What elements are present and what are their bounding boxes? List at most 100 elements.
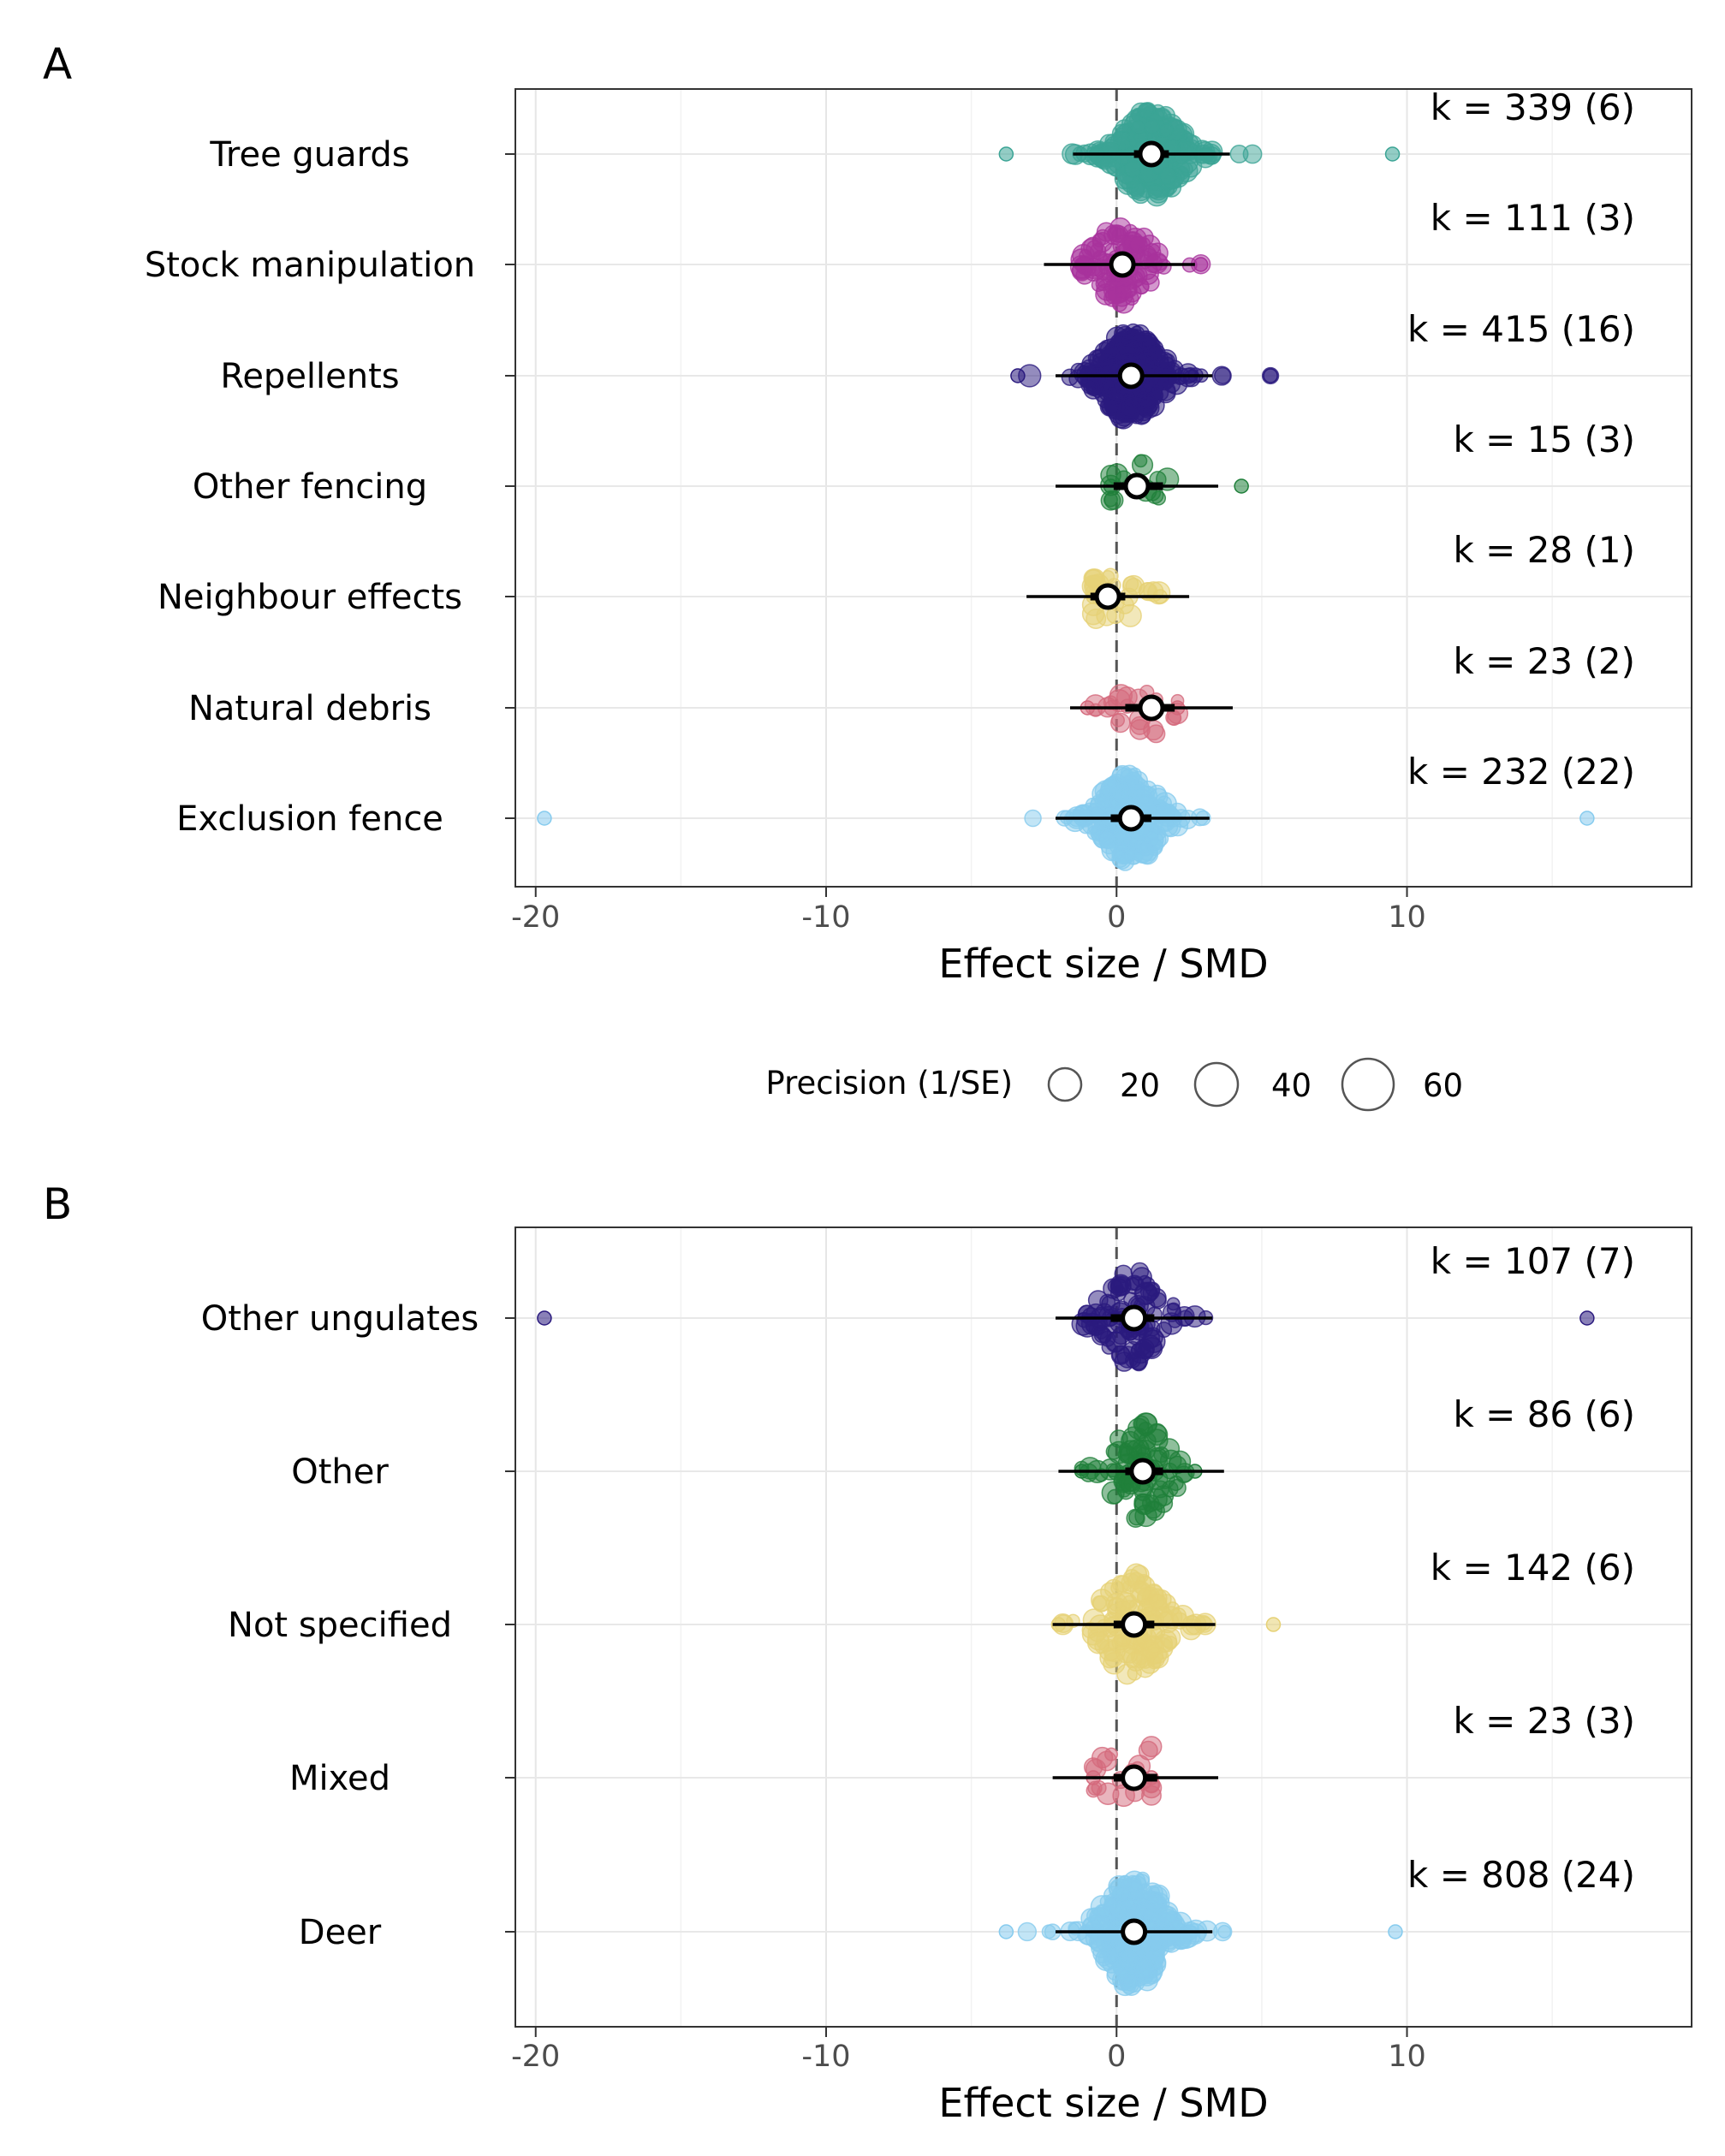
panel-a-effect-point [1103, 342, 1121, 359]
panel-a-effect-point [1101, 139, 1120, 157]
legend-circle-60 [1341, 1057, 1395, 1112]
panel-b-effect-point [1388, 1924, 1403, 1939]
panel-b-category-label: Deer [299, 1913, 382, 1952]
panel-a-category-label: Repellents [220, 357, 399, 396]
panel-b-effect-point [1136, 1883, 1153, 1899]
panel-a-k-label: k = 415 (16) [1407, 308, 1635, 350]
panel-a-effect-point [1109, 684, 1133, 708]
panel-a-estimate-point [1138, 140, 1165, 168]
legend-title: Precision (1/SE) [765, 1065, 1013, 1102]
panel-b-effect-point [1091, 1746, 1114, 1769]
panel-b-k-label: k = 808 (24) [1407, 1854, 1635, 1896]
panel-b-category-mixed [1052, 1736, 1219, 1808]
panel-b-effect-point [1160, 1312, 1183, 1335]
legend-label-40: 40 [1271, 1067, 1312, 1104]
panel-b-effect-point [1148, 1935, 1163, 1951]
panel-a-axis: Tree guards k = 339 (6) Stock manipulation… [145, 86, 1635, 935]
panel-b-effect-point [1115, 1886, 1131, 1902]
panel-a-effect-point [1118, 336, 1138, 356]
panel-a-plot-border [515, 88, 1692, 888]
panel-a-effect-point [1137, 102, 1154, 119]
panel-b-effect-point [1116, 1345, 1139, 1369]
panel-a-effect-point [1384, 146, 1401, 162]
panel-a-effect-point [1128, 235, 1148, 254]
panel-a-effect-point [1146, 724, 1166, 744]
panel-b-effect-point [1102, 1622, 1118, 1638]
panel-a-effect-point [1242, 144, 1263, 164]
panel-b-label: B [43, 1179, 72, 1229]
panel-a-effect-point [1234, 478, 1249, 494]
panel-a: A Tree guards k = 339 (6) Stock manipulati… [43, 39, 1692, 987]
panel-a-category-other-fencing [1056, 454, 1249, 511]
panel-b-estimate-point [1121, 1918, 1148, 1945]
panel-a-x-tick-label: 0 [1107, 900, 1126, 935]
panel-b-estimate-point [1129, 1458, 1157, 1485]
panel-a-effect-point [1110, 713, 1126, 728]
panel-b-category-not-specified [1050, 1563, 1282, 1685]
panel-a-effect-point [1010, 368, 1026, 383]
panel-a-effect-point [1024, 809, 1042, 828]
panel-a-effect-point [1124, 290, 1139, 306]
legend-circle-40 [1193, 1061, 1240, 1108]
panel-a-x-tick-label: -20 [511, 900, 560, 935]
panel-a-category-label: Natural debris [188, 689, 431, 728]
panel-b-effect-point [1146, 1287, 1167, 1308]
panel-b-plot-border [515, 1226, 1692, 2028]
panel-a-effect-point [1128, 782, 1144, 799]
panel-b-effect-point [1126, 1508, 1145, 1528]
panel-a-estimate-point [1138, 694, 1165, 722]
panel-a-estimate-point [1109, 251, 1136, 278]
panel-a-x-tick-label: -10 [801, 900, 850, 935]
panel-b-category-deer [998, 1870, 1403, 1997]
panel-a-effect-point [1121, 396, 1141, 417]
panel-b-effect-point [1265, 1617, 1282, 1632]
panel-b-effect-point [1109, 1901, 1128, 1921]
panel-b-estimate-point [1121, 1304, 1148, 1332]
panel-b-k-label: k = 23 (3) [1453, 1700, 1635, 1742]
panel-b-category-other [1058, 1412, 1224, 1528]
panel-a-category-label: Tree guards [209, 135, 409, 175]
panel-a-category-stock-manipulation [1044, 217, 1211, 314]
panel-b-effect-point [1111, 1575, 1130, 1593]
panel-b-x-tick-label: -10 [801, 2040, 850, 2074]
panel-a-category-label: Exclusion fence [176, 799, 443, 839]
panel-a-label: A [43, 39, 72, 89]
panel-b-effect-point [1160, 1926, 1179, 1945]
panel-a-effect-point [998, 146, 1014, 162]
panel-a-k-label: k = 339 (6) [1431, 86, 1635, 128]
panel-a-category-repellents [1010, 323, 1280, 430]
panel-a-effect-point [1136, 262, 1159, 286]
panel-b-effect-point [998, 1924, 1014, 1939]
panel-a-effect-point [1138, 335, 1156, 353]
panel-a-effect-point [537, 811, 552, 826]
panel-b-k-label: k = 86 (6) [1453, 1393, 1635, 1435]
panel-a-category-tree-guards [998, 102, 1401, 207]
panel-a-estimate-point [1094, 583, 1121, 610]
panel-b-axis: Other ungulates k = 107 (7) Other k = 86 (6… [201, 1240, 1635, 2074]
panel-a-effect-point [1263, 368, 1278, 383]
panel-b-effect-point [1086, 1630, 1110, 1654]
panel-a-effect-point [1158, 167, 1177, 185]
legend-label-60: 60 [1423, 1067, 1463, 1104]
panel-b-effect-point [537, 1310, 552, 1326]
panel-b-effect-point [1135, 1658, 1156, 1678]
precision-legend: Precision (1/SE) 20 40 60 [765, 1057, 1463, 1112]
panel-a-category-natural-debris [1069, 684, 1233, 744]
panel-b-effect-point [1115, 1600, 1132, 1617]
panel-a-x-axis-title: Effect size / SMD [938, 941, 1268, 987]
panel-b-category-other-ungulates [537, 1262, 1595, 1372]
panel-a-category-label: Neighbour effects [158, 578, 462, 617]
panel-b-x-axis-title: Effect size / SMD [938, 2080, 1268, 2126]
panel-b-effect-point [1149, 1593, 1165, 1609]
panel-b-effect-point [1077, 1304, 1097, 1323]
panel-a-effect-point [1118, 603, 1142, 627]
panel-b-effect-point [1171, 1612, 1189, 1630]
panel-a-k-label: k = 111 (3) [1431, 197, 1635, 239]
panel-b-x-tick-label: 10 [1388, 2040, 1426, 2074]
panel-b-effect-point [1129, 1580, 1152, 1603]
panel-a-effect-point [1087, 372, 1104, 389]
panel-a-effect-point [1211, 365, 1232, 386]
panel-a-effect-point [1194, 147, 1216, 169]
panel-a-k-label: k = 232 (22) [1407, 751, 1635, 793]
